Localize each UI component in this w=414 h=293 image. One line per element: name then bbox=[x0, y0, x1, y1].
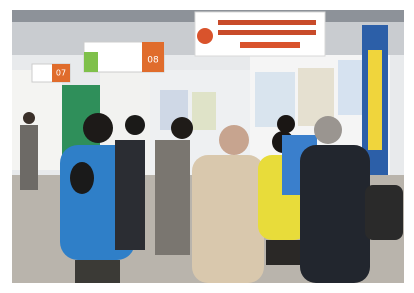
person bbox=[300, 145, 370, 283]
person-head bbox=[314, 116, 342, 144]
person-head bbox=[125, 115, 145, 135]
scene: 07 08 bbox=[12, 10, 404, 283]
person-head bbox=[23, 112, 35, 124]
poster bbox=[192, 92, 216, 130]
booth-number: 07 bbox=[56, 69, 66, 78]
person-legs bbox=[266, 240, 300, 265]
banner-text-line bbox=[218, 30, 316, 35]
person-head bbox=[83, 113, 113, 143]
person bbox=[192, 155, 264, 283]
banner-text-line bbox=[218, 20, 316, 25]
page: 07 08 (() => { const data = JSO bbox=[0, 0, 414, 293]
booth-number: 08 bbox=[147, 56, 159, 66]
jacket-emblem bbox=[70, 162, 94, 194]
backpack bbox=[365, 185, 403, 240]
person-legs bbox=[75, 260, 120, 283]
photo: 07 08 bbox=[0, 0, 414, 293]
person bbox=[155, 140, 190, 255]
banner-lettering bbox=[368, 50, 382, 150]
person-head bbox=[171, 117, 193, 139]
person-head bbox=[277, 115, 295, 133]
logo bbox=[197, 28, 213, 44]
sign-icon bbox=[84, 52, 98, 72]
person bbox=[20, 125, 38, 190]
person bbox=[115, 140, 145, 250]
poster bbox=[338, 60, 366, 115]
banner-text-line bbox=[240, 42, 300, 48]
person-head bbox=[219, 125, 249, 155]
